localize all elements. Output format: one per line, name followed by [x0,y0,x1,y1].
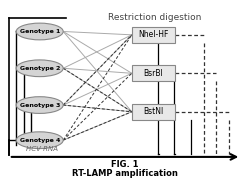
Text: Genotype 1: Genotype 1 [20,29,60,34]
Ellipse shape [16,97,63,113]
Text: NheI-HF: NheI-HF [138,30,168,39]
Ellipse shape [16,23,63,40]
Text: BstNI: BstNI [143,107,164,116]
Text: RT-LAMP amplification: RT-LAMP amplification [72,169,178,178]
Ellipse shape [16,132,63,149]
FancyBboxPatch shape [132,65,175,81]
Ellipse shape [16,60,63,77]
FancyBboxPatch shape [132,104,175,120]
FancyBboxPatch shape [132,27,175,43]
Text: HCV RNA: HCV RNA [26,146,58,152]
Text: Genotype 3: Genotype 3 [20,103,60,108]
Text: FIG. 1: FIG. 1 [111,160,139,169]
Text: Restriction digestion: Restriction digestion [108,13,201,22]
Text: Genotype 2: Genotype 2 [20,66,60,71]
Text: Genotype 4: Genotype 4 [20,138,60,143]
Text: BsrBI: BsrBI [144,69,163,78]
